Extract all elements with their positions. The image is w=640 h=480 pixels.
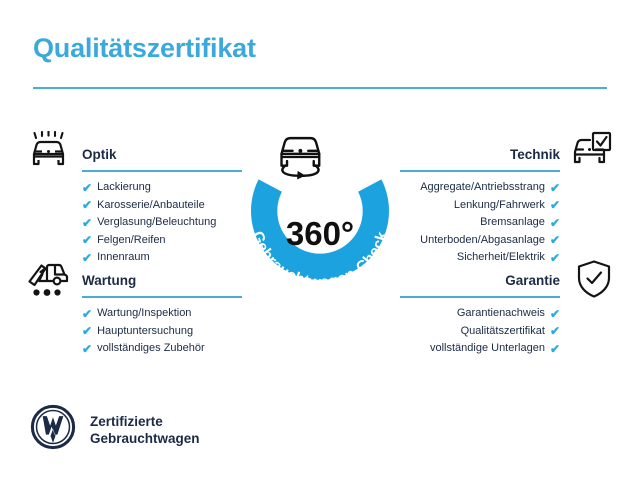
check-icon: ✔ [549,324,560,339]
list-item-label: Unterboden/Abgasanlage [420,233,545,246]
section-wartung: Wartung ✔ Wartung/Inspektion ✔ Hauptunte… [82,272,242,358]
check-icon: ✔ [82,180,93,195]
check-icon: ✔ [82,306,93,321]
list-item-label: Lenkung/Fahrwerk [453,198,545,211]
list-item: ✔ Innenraum [82,249,242,267]
list-item-label: Bremsanlage [480,216,545,228]
checklist-wartung: ✔ Wartung/Inspektion ✔ Hauptuntersuchung… [82,305,242,358]
checklist-technik: Aggregate/Antriebsstrang ✔ Lenkung/Fahrw… [400,179,560,267]
badge-ring [251,179,389,280]
list-item: ✔ Karosserie/Anbauteile [82,197,242,215]
list-item-label: Qualitätszertifikat [460,324,545,337]
list-item: ✔ vollständiges Zubehör [82,340,242,358]
list-item: ✔ Lackierung [82,179,242,197]
section-title-technik: Technik [509,147,560,162]
list-item-label: Verglasung/Beleuchtung [97,216,217,228]
list-item-label: Hauptuntersuchung [97,324,194,337]
badge-center-label: 360° [286,215,354,252]
checklist-garantie: Garantienachweis ✔ Qualitätszertifikat ✔… [400,305,560,358]
check-icon: ✔ [549,180,560,195]
section-divider-technik [400,170,560,172]
list-item-label: Lackierung [97,181,151,193]
badge-360-gebrauchtwagen-check: Gebrauchtwagen-Check 360° [232,122,408,302]
list-item-label: vollständiges Zubehör [97,342,205,354]
list-item: ✔ Verglasung/Beleuchtung [82,214,242,232]
section-title-garantie: Garantie [505,273,560,288]
list-item-label: Innenraum [97,251,150,263]
section-optik: Optik ✔ Lackierung ✔ Karosserie/Anbautei… [82,146,242,267]
car-shine-icon [26,130,70,171]
list-item: ✔ Wartung/Inspektion [82,305,242,323]
check-icon: ✔ [82,250,93,265]
check-icon: ✔ [82,324,93,339]
check-icon: ✔ [82,233,93,248]
list-item: Unterboden/Abgasanlage ✔ [400,232,560,250]
brand-line-1: Zertifizierte [90,413,163,429]
brand-text: Zertifizierte Gebrauchtwagen [90,413,200,447]
car-checkbox-icon [570,131,614,171]
list-item: Lenkung/Fahrwerk ✔ [400,197,560,215]
car-service-wrench-icon [26,259,70,299]
list-item: Aggregate/Antriebsstrang ✔ [400,179,560,197]
list-item-label: Wartung/Inspektion [97,307,192,319]
checklist-optik: ✔ Lackierung ✔ Karosserie/Anbauteile ✔ V… [82,179,242,267]
section-title-wartung: Wartung [82,273,137,288]
brand-line-2: Gebrauchtwagen [90,430,200,446]
check-icon: ✔ [549,341,560,356]
list-item: Qualitätszertifikat ✔ [400,323,560,341]
section-divider-optik [82,170,242,172]
check-icon: ✔ [549,250,560,265]
list-item: Bremsanlage ✔ [400,214,560,232]
section-garantie: Garantie Garantienachweis ✔ Qualitätszer… [400,272,560,358]
check-icon: ✔ [82,341,93,356]
section-divider-wartung [82,296,242,298]
check-icon: ✔ [549,233,560,248]
check-icon: ✔ [549,198,560,213]
check-icon: ✔ [549,215,560,230]
check-icon: ✔ [82,198,93,213]
list-item-label: Sicherheit/Elektrik [456,251,545,263]
list-item: Garantienachweis ✔ [400,305,560,323]
list-item-label: Felgen/Reifen [97,233,166,246]
section-divider-garantie [400,296,560,298]
list-item-label: Karosserie/Anbauteile [97,198,205,211]
list-item: ✔ Hauptuntersuchung [82,323,242,341]
list-item: Sicherheit/Elektrik ✔ [400,249,560,267]
list-item-label: Garantienachweis [456,307,545,319]
check-icon: ✔ [549,306,560,321]
car-rotate-icon [280,136,321,180]
brand-footer: Zertifizierte Gebrauchtwagen [30,404,200,455]
shield-check-icon [572,259,616,299]
header-divider [33,87,607,89]
list-item: ✔ Felgen/Reifen [82,232,242,250]
check-icon: ✔ [82,215,93,230]
list-item-label: Aggregate/Antriebsstrang [420,181,545,193]
section-technik: Technik Aggregate/Antriebsstrang ✔ Lenku… [400,146,560,267]
section-title-optik: Optik [82,147,117,162]
list-item-label: vollständige Unterlagen [429,342,545,354]
list-item: vollständige Unterlagen ✔ [400,340,560,358]
page-title: Qualitätszertifikat [33,33,256,63]
vw-logo [30,404,76,455]
